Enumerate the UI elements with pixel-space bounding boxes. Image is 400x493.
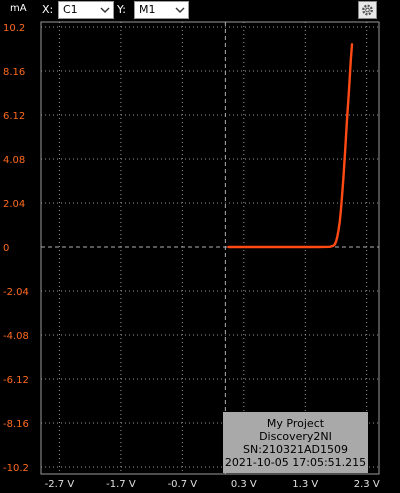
- y-unit-label: mA: [10, 3, 27, 14]
- trace: [227, 43, 354, 249]
- x-channel-value: C1: [63, 3, 78, 16]
- y-channel-value: M1: [139, 3, 156, 16]
- y-tick-labels: 10.2 8.16 6.12 4.08 2.04 0 -2.04 -4.08 -6.12 -8.1…: [3, 23, 29, 474]
- timestamp: 2021-10-05 17:05:51.215: [224, 456, 367, 469]
- x-channel-select[interactable]: C1: [58, 1, 114, 19]
- grid: [41, 22, 379, 474]
- y-tick-label: 6.12: [3, 111, 25, 122]
- y-channel-select[interactable]: M1: [134, 1, 189, 19]
- chevron-down-icon: [175, 7, 185, 13]
- y-tick-label: 10.2: [3, 23, 25, 34]
- x-tick-label: 1.3 V: [292, 479, 318, 490]
- serial-number: SN:210321AD1509: [243, 443, 348, 456]
- y-tick-label: -2.04: [3, 287, 29, 298]
- x-channel-label: X:: [42, 3, 54, 16]
- device-name: Discovery2NI: [259, 430, 332, 443]
- project-name: My Project: [266, 417, 325, 430]
- y-tick-label: 2.04: [3, 199, 25, 210]
- chevron-down-icon: [100, 7, 110, 13]
- series-line: [227, 43, 354, 249]
- x-tick-labels: -2.7 V -1.7 V -0.7 V 0.3 V 1.3 V 2.3 V: [45, 479, 380, 490]
- y-tick-label: -8.16: [3, 419, 29, 430]
- settings-button[interactable]: [358, 1, 377, 19]
- x-tick-label: -2.7 V: [45, 479, 75, 490]
- x-tick-label: 0.3 V: [231, 479, 257, 490]
- x-tick-label: -1.7 V: [106, 479, 136, 490]
- y-tick-label: 4.08: [3, 155, 25, 166]
- y-tick-label: 0: [3, 243, 9, 254]
- y-channel-label: Y:: [117, 3, 126, 16]
- y-tick-label: 8.16: [3, 67, 25, 78]
- gear-icon: [362, 4, 373, 16]
- plot-frame: [40, 21, 380, 475]
- y-tick-label: -6.12: [3, 375, 29, 386]
- x-tick-label: 2.3 V: [354, 479, 380, 490]
- toolbar: mA X: C1 Y: M1: [0, 0, 400, 21]
- y-tick-label: -10.2: [3, 463, 29, 474]
- device-info-box: My Project Discovery2NI SN:210321AD1509 …: [223, 412, 368, 473]
- x-tick-label: -0.7 V: [168, 479, 198, 490]
- y-tick-label: -4.08: [3, 331, 29, 342]
